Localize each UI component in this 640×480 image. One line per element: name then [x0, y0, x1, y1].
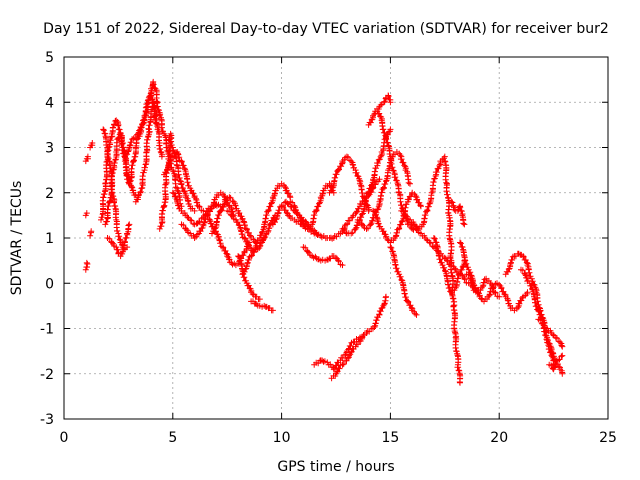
data-series: [387, 244, 420, 318]
data-series: [535, 316, 566, 350]
x-tick-label: 5: [168, 430, 177, 446]
x-axis-label: GPS time / hours: [277, 459, 394, 475]
data-series: [287, 180, 337, 232]
data-marker-path: [448, 198, 468, 228]
data-series: [372, 92, 394, 115]
y-tick-label: -2: [40, 367, 54, 383]
data-marker-path: [87, 140, 96, 151]
x-axis-ticks: 0 5 10 15 20 25: [60, 57, 617, 446]
data-marker-path: [328, 334, 366, 382]
data-series: [463, 271, 531, 314]
data-series: [430, 235, 468, 296]
data-series: [300, 244, 346, 269]
data-series: [156, 130, 198, 232]
y-tick-label: -3: [40, 412, 54, 428]
data-marker-path: [235, 253, 263, 303]
x-tick-label: 0: [60, 430, 69, 446]
data-series: [161, 149, 207, 214]
y-tick-label: -1: [40, 322, 54, 338]
data-marker-path: [132, 99, 161, 205]
data-marker-path: [372, 92, 394, 115]
y-tick-label: 3: [45, 141, 54, 157]
data-marker-path: [409, 221, 481, 296]
data-series: [546, 352, 566, 373]
x-tick-label: 10: [273, 430, 291, 446]
data-marker-path: [370, 189, 424, 246]
chart-title: Day 151 of 2022, Sidereal Day-to-day VTE…: [43, 21, 609, 37]
y-tick-label: 0: [45, 276, 54, 292]
data-series: [87, 228, 95, 239]
y-tick-label: 5: [45, 50, 54, 66]
data-series: [104, 221, 133, 260]
data-series: [132, 99, 161, 205]
y-tick-label: 2: [45, 186, 54, 202]
data-series: [82, 259, 91, 273]
data-marker-path: [87, 228, 95, 239]
y-tick-label: 1: [45, 231, 54, 247]
data-series: [224, 207, 279, 255]
data-series: [82, 210, 90, 219]
data-marker-path: [387, 244, 420, 318]
data-series: [100, 126, 131, 253]
data-series: [448, 198, 468, 228]
data-marker-path: [430, 235, 468, 296]
y-tick-label: 4: [45, 95, 54, 111]
data-marker-path: [209, 194, 268, 247]
data-marker-path: [82, 210, 90, 219]
data-marker-path: [248, 298, 276, 314]
data-marker-path: [463, 271, 531, 314]
data-marker-path: [104, 221, 133, 260]
data-series: [409, 221, 481, 296]
data-series: [82, 153, 91, 165]
data-series: [370, 189, 424, 246]
data-series: [235, 253, 263, 303]
y-axis-label: SDTVAR / TECUs: [9, 181, 25, 296]
data-marker-path: [546, 352, 566, 373]
data-points: [82, 78, 566, 386]
data-series: [441, 158, 464, 386]
data-marker-path: [287, 180, 337, 232]
data-series: [328, 334, 366, 382]
data-series: [311, 293, 389, 373]
data-series: [248, 298, 276, 314]
data-marker-path: [224, 207, 279, 255]
data-series: [87, 140, 96, 151]
x-tick-label: 25: [599, 430, 617, 446]
data-marker-path: [82, 153, 91, 165]
data-marker-path: [156, 130, 198, 232]
x-tick-label: 20: [490, 430, 508, 446]
data-marker-path: [311, 293, 389, 373]
data-marker-path: [535, 316, 566, 350]
data-marker-path: [82, 259, 91, 273]
data-marker-path: [441, 158, 464, 386]
data-marker-path: [161, 149, 207, 214]
data-series: [209, 194, 268, 247]
data-marker-path: [300, 244, 346, 269]
x-tick-label: 15: [381, 430, 399, 446]
y-axis-ticks: -3 -2 -1 0 1 2 3 4 5: [40, 50, 608, 428]
data-marker-path: [100, 126, 131, 253]
